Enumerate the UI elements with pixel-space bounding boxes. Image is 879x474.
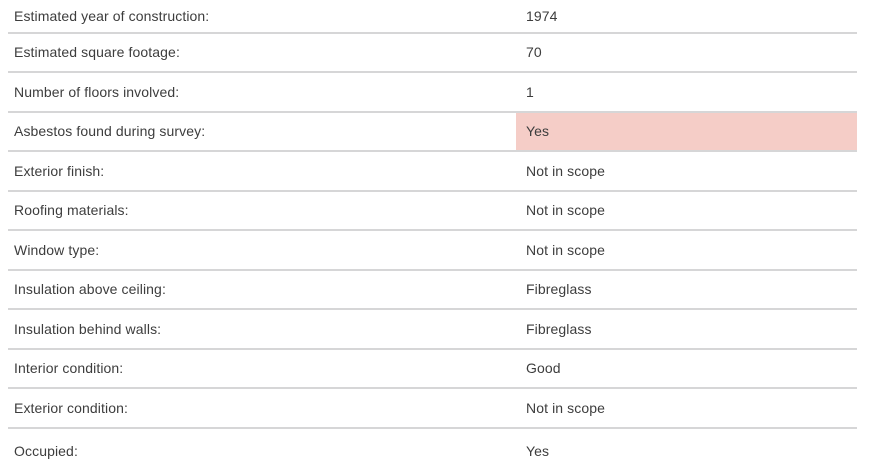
row-label: Window type: <box>14 241 100 258</box>
table-row: Estimated square footage: 70 <box>8 34 857 73</box>
row-value: Not in scope <box>526 241 606 258</box>
table-row: Exterior finish: Not in scope <box>8 152 857 192</box>
row-value: Fibreglass <box>526 281 592 298</box>
row-value: Good <box>526 360 561 377</box>
row-value: 1974 <box>526 7 558 24</box>
table-row: Window type: Not in scope <box>8 231 857 271</box>
table-row: Number of floors involved: 1 <box>8 73 857 113</box>
row-label: Insulation above ceiling: <box>14 281 166 298</box>
row-label: Interior condition: <box>14 360 124 377</box>
row-value: Fibreglass <box>526 320 592 337</box>
row-label: Asbestos found during survey: <box>14 123 206 140</box>
row-label: Roofing materials: <box>14 202 129 219</box>
row-value: Yes <box>526 443 550 459</box>
row-value: Not in scope <box>526 399 606 416</box>
table-row: Occupied: Yes <box>8 429 857 474</box>
row-label: Exterior finish: <box>14 162 105 179</box>
table-row: Interior condition: Good <box>8 350 857 389</box>
row-label: Occupied: <box>14 443 78 459</box>
row-value: 1 <box>526 83 534 100</box>
table-row: Insulation behind walls: Fibreglass <box>8 310 857 350</box>
table-row: Roofing materials: Not in scope <box>8 192 857 231</box>
row-value: Not in scope <box>526 202 606 219</box>
row-label: Estimated square footage: <box>14 44 180 61</box>
row-value: Not in scope <box>526 162 606 179</box>
row-value: 70 <box>526 44 542 61</box>
table-row: Estimated year of construction: 1974 <box>8 0 857 34</box>
row-label: Number of floors involved: <box>14 83 180 100</box>
table-row: Insulation above ceiling: Fibreglass <box>8 271 857 310</box>
table-row: Exterior condition: Not in scope <box>8 389 857 429</box>
survey-summary-table: Estimated year of construction: 1974 Est… <box>8 0 857 474</box>
table-row: Asbestos found during survey: Yes <box>8 112 857 152</box>
row-label: Exterior condition: <box>14 399 128 416</box>
row-value: Yes <box>516 112 857 150</box>
row-label: Estimated year of construction: <box>14 7 210 24</box>
row-label: Insulation behind walls: <box>14 320 162 337</box>
